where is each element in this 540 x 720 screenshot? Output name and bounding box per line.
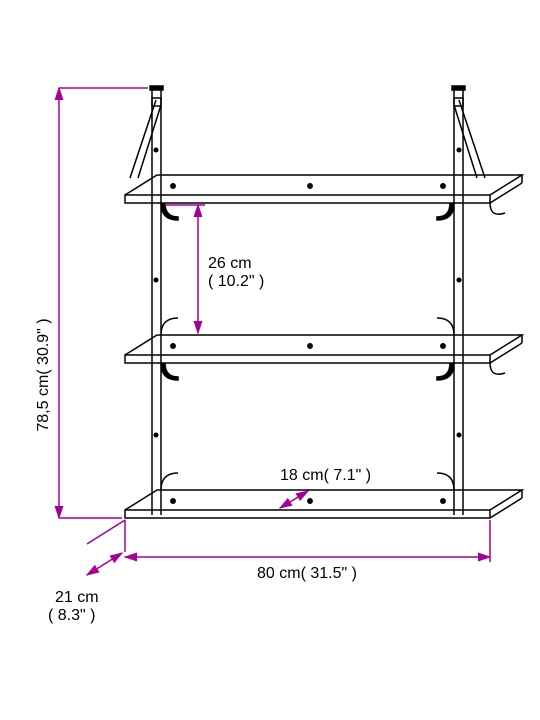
dim-width-text: 80 cm( 31.5" ) [257, 565, 357, 582]
dim-height-text: 78,5 cm( 30.9" ) [35, 318, 52, 431]
dim-depth-text: 21 cm( 8.3" ) [48, 589, 99, 624]
dim-inner-depth-text: 18 cm( 7.1" ) [280, 467, 371, 484]
dimension-diagram: 78,5 cm( 30.9" ) 26 cm( 10.2" ) 18 cm( 7… [0, 0, 540, 720]
dim-gap-text: 26 cm( 10.2" ) [208, 255, 264, 290]
dimension-lines [59, 88, 490, 575]
shelf-unit [125, 86, 522, 518]
